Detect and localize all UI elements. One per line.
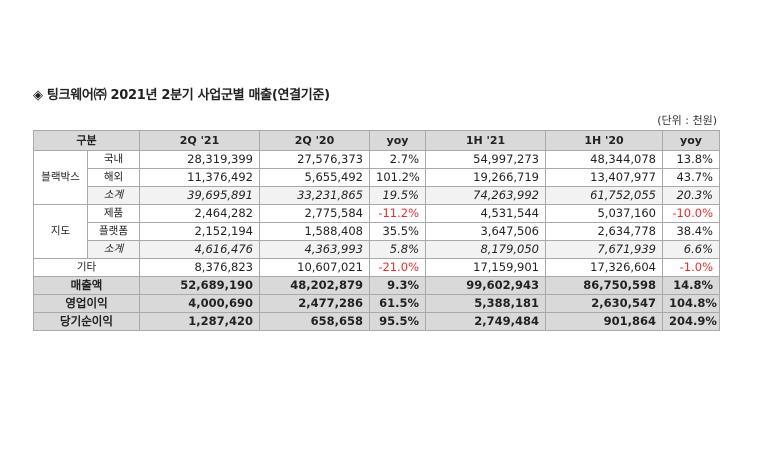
category-map: 지도 bbox=[33, 204, 88, 259]
cell-1h20: 901,864 bbox=[545, 312, 663, 331]
cell-h-yoy: 43.7% bbox=[662, 168, 720, 187]
table-row: 블랙박스 국내 28,319,399 27,576,373 2.7% 54,99… bbox=[33, 150, 720, 205]
cell-1h20: 13,407,977 bbox=[545, 168, 663, 187]
cell-h-yoy: 104.8% bbox=[662, 294, 720, 313]
subcategory: 국내 bbox=[87, 150, 140, 169]
cell-2q21: 39,695,891 bbox=[139, 186, 260, 205]
subcategory: 플랫폼 bbox=[87, 222, 140, 241]
cell-2q20: 2,775,584 bbox=[259, 204, 370, 223]
cell-q-yoy: 9.3% bbox=[369, 276, 426, 295]
subcategory: 소계 bbox=[87, 240, 140, 259]
cell-1h21: 74,263,992 bbox=[425, 186, 546, 205]
cell-q-yoy: 5.8% bbox=[369, 240, 426, 259]
table-row-revenue: 매출액 52,689,190 48,202,879 9.3% 99,602,94… bbox=[33, 276, 720, 295]
table-row-operating-profit: 영업이익 4,000,690 2,477,286 61.5% 5,388,181… bbox=[33, 294, 720, 313]
cell-q-yoy: -21.0% bbox=[369, 258, 426, 277]
unit-label: (단위 : 천원) bbox=[657, 114, 717, 127]
header-category: 구분 bbox=[33, 130, 140, 151]
cell-1h21: 4,531,544 bbox=[425, 204, 546, 223]
total-label: 당기순이익 bbox=[33, 312, 140, 331]
table-row-net-income: 당기순이익 1,287,420 658,658 95.5% 2,749,484 … bbox=[33, 312, 720, 331]
header-1h21: 1H '21 bbox=[425, 130, 546, 151]
cell-1h20: 2,630,547 bbox=[545, 294, 663, 313]
cell-1h21: 8,179,050 bbox=[425, 240, 546, 259]
table-row-subtotal: 소계 4,616,476 4,363,993 5.8% 8,179,050 7,… bbox=[34, 240, 720, 259]
page-title: ◈ 팅크웨어㈜ 2021년 2분기 사업군별 매출(연결기준) bbox=[33, 88, 330, 103]
cell-2q21: 4,000,690 bbox=[139, 294, 260, 313]
table-row: 기타 8,376,823 10,607,021 -21.0% 17,159,90… bbox=[33, 258, 720, 277]
header-2q20: 2Q '20 bbox=[259, 130, 370, 151]
table-row: 플랫폼 2,152,194 1,588,408 35.5% 3,647,506 … bbox=[34, 222, 720, 241]
cell-2q20: 1,588,408 bbox=[259, 222, 370, 241]
cell-h-yoy: 20.3% bbox=[662, 186, 720, 205]
cell-2q21: 2,464,282 bbox=[139, 204, 260, 223]
table-row: 지도 제품 2,464,282 2,775,584 -11.2% 4,531,5… bbox=[33, 204, 720, 259]
cell-1h20: 48,344,078 bbox=[545, 150, 663, 169]
cell-h-yoy: 14.8% bbox=[662, 276, 720, 295]
cell-2q20: 10,607,021 bbox=[259, 258, 370, 277]
cell-h-yoy: 13.8% bbox=[662, 150, 720, 169]
cell-1h21: 3,647,506 bbox=[425, 222, 546, 241]
header-h-yoy: yoy bbox=[662, 130, 720, 151]
cell-2q20: 27,576,373 bbox=[259, 150, 370, 169]
cell-h-yoy: 38.4% bbox=[662, 222, 720, 241]
cell-2q21: 1,287,420 bbox=[139, 312, 260, 331]
cell-q-yoy: 61.5% bbox=[369, 294, 426, 313]
cell-1h21: 19,266,719 bbox=[425, 168, 546, 187]
cell-q-yoy: 101.2% bbox=[369, 168, 426, 187]
table-row: 해외 11,376,492 5,655,492 101.2% 19,266,71… bbox=[34, 168, 720, 187]
cell-1h21: 99,602,943 bbox=[425, 276, 546, 295]
cell-2q21: 28,319,399 bbox=[139, 150, 260, 169]
cell-2q21: 2,152,194 bbox=[139, 222, 260, 241]
cell-2q21: 11,376,492 bbox=[139, 168, 260, 187]
cell-1h21: 54,997,273 bbox=[425, 150, 546, 169]
cell-2q20: 48,202,879 bbox=[259, 276, 370, 295]
subcategory: 해외 bbox=[87, 168, 140, 187]
cell-2q20: 4,363,993 bbox=[259, 240, 370, 259]
cell-1h21: 17,159,901 bbox=[425, 258, 546, 277]
cell-h-yoy: 6.6% bbox=[662, 240, 720, 259]
cell-1h20: 61,752,055 bbox=[545, 186, 663, 205]
total-label: 영업이익 bbox=[33, 294, 140, 313]
cell-2q20: 5,655,492 bbox=[259, 168, 370, 187]
table-row-subtotal: 소계 39,695,891 33,231,865 19.5% 74,263,99… bbox=[34, 186, 720, 205]
cell-2q21: 8,376,823 bbox=[139, 258, 260, 277]
category-etc: 기타 bbox=[33, 258, 140, 277]
cell-1h20: 86,750,598 bbox=[545, 276, 663, 295]
cell-q-yoy: 95.5% bbox=[369, 312, 426, 331]
cell-2q20: 658,658 bbox=[259, 312, 370, 331]
cell-1h21: 5,388,181 bbox=[425, 294, 546, 313]
total-label: 매출액 bbox=[33, 276, 140, 295]
header-1h20: 1H '20 bbox=[545, 130, 663, 151]
cell-q-yoy: 19.5% bbox=[369, 186, 426, 205]
cell-1h20: 2,634,778 bbox=[545, 222, 663, 241]
cell-q-yoy: 2.7% bbox=[369, 150, 426, 169]
cell-2q20: 2,477,286 bbox=[259, 294, 370, 313]
cell-1h20: 5,037,160 bbox=[545, 204, 663, 223]
cell-2q21: 4,616,476 bbox=[139, 240, 260, 259]
category-blackbox: 블랙박스 bbox=[33, 150, 88, 205]
subcategory: 제품 bbox=[87, 204, 140, 223]
cell-2q21: 52,689,190 bbox=[139, 276, 260, 295]
cell-1h20: 17,326,604 bbox=[545, 258, 663, 277]
cell-h-yoy: -1.0% bbox=[662, 258, 720, 277]
header-q-yoy: yoy bbox=[369, 130, 426, 151]
cell-2q20: 33,231,865 bbox=[259, 186, 370, 205]
cell-1h20: 7,671,939 bbox=[545, 240, 663, 259]
header-2q21: 2Q '21 bbox=[139, 130, 260, 151]
cell-1h21: 2,749,484 bbox=[425, 312, 546, 331]
cell-h-yoy: -10.0% bbox=[662, 204, 720, 223]
subcategory: 소계 bbox=[87, 186, 140, 205]
cell-h-yoy: 204.9% bbox=[662, 312, 720, 331]
sales-table: 구분 2Q '21 2Q '20 yoy 1H '21 1H '20 yoy 블… bbox=[33, 130, 720, 331]
header-row: 구분 2Q '21 2Q '20 yoy 1H '21 1H '20 yoy bbox=[33, 130, 720, 151]
cell-q-yoy: 35.5% bbox=[369, 222, 426, 241]
cell-q-yoy: -11.2% bbox=[369, 204, 426, 223]
